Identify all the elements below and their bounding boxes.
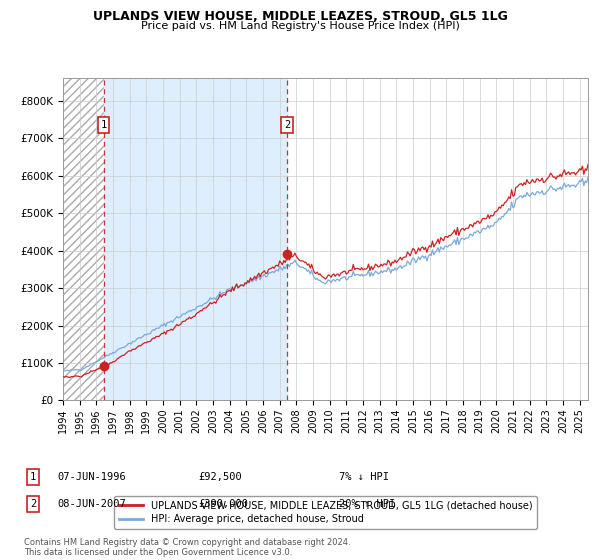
Text: 1: 1 <box>30 472 36 482</box>
Text: £92,500: £92,500 <box>198 472 242 482</box>
Text: 1: 1 <box>101 120 107 130</box>
Text: 08-JUN-2007: 08-JUN-2007 <box>57 499 126 509</box>
Text: 2: 2 <box>284 120 290 130</box>
Bar <box>63 78 104 400</box>
Text: 20% ↑ HPI: 20% ↑ HPI <box>339 499 395 509</box>
Text: UPLANDS VIEW HOUSE, MIDDLE LEAZES, STROUD, GL5 1LG: UPLANDS VIEW HOUSE, MIDDLE LEAZES, STROU… <box>92 10 508 23</box>
Text: Price paid vs. HM Land Registry's House Price Index (HPI): Price paid vs. HM Land Registry's House … <box>140 21 460 31</box>
Text: 7% ↓ HPI: 7% ↓ HPI <box>339 472 389 482</box>
Text: Contains HM Land Registry data © Crown copyright and database right 2024.
This d: Contains HM Land Registry data © Crown c… <box>24 538 350 557</box>
Text: £390,000: £390,000 <box>198 499 248 509</box>
Text: 2: 2 <box>30 499 36 509</box>
Bar <box>104 78 287 400</box>
Text: 07-JUN-1996: 07-JUN-1996 <box>57 472 126 482</box>
Legend: UPLANDS VIEW HOUSE, MIDDLE LEAZES, STROUD, GL5 1LG (detached house), HPI: Averag: UPLANDS VIEW HOUSE, MIDDLE LEAZES, STROU… <box>114 496 537 529</box>
